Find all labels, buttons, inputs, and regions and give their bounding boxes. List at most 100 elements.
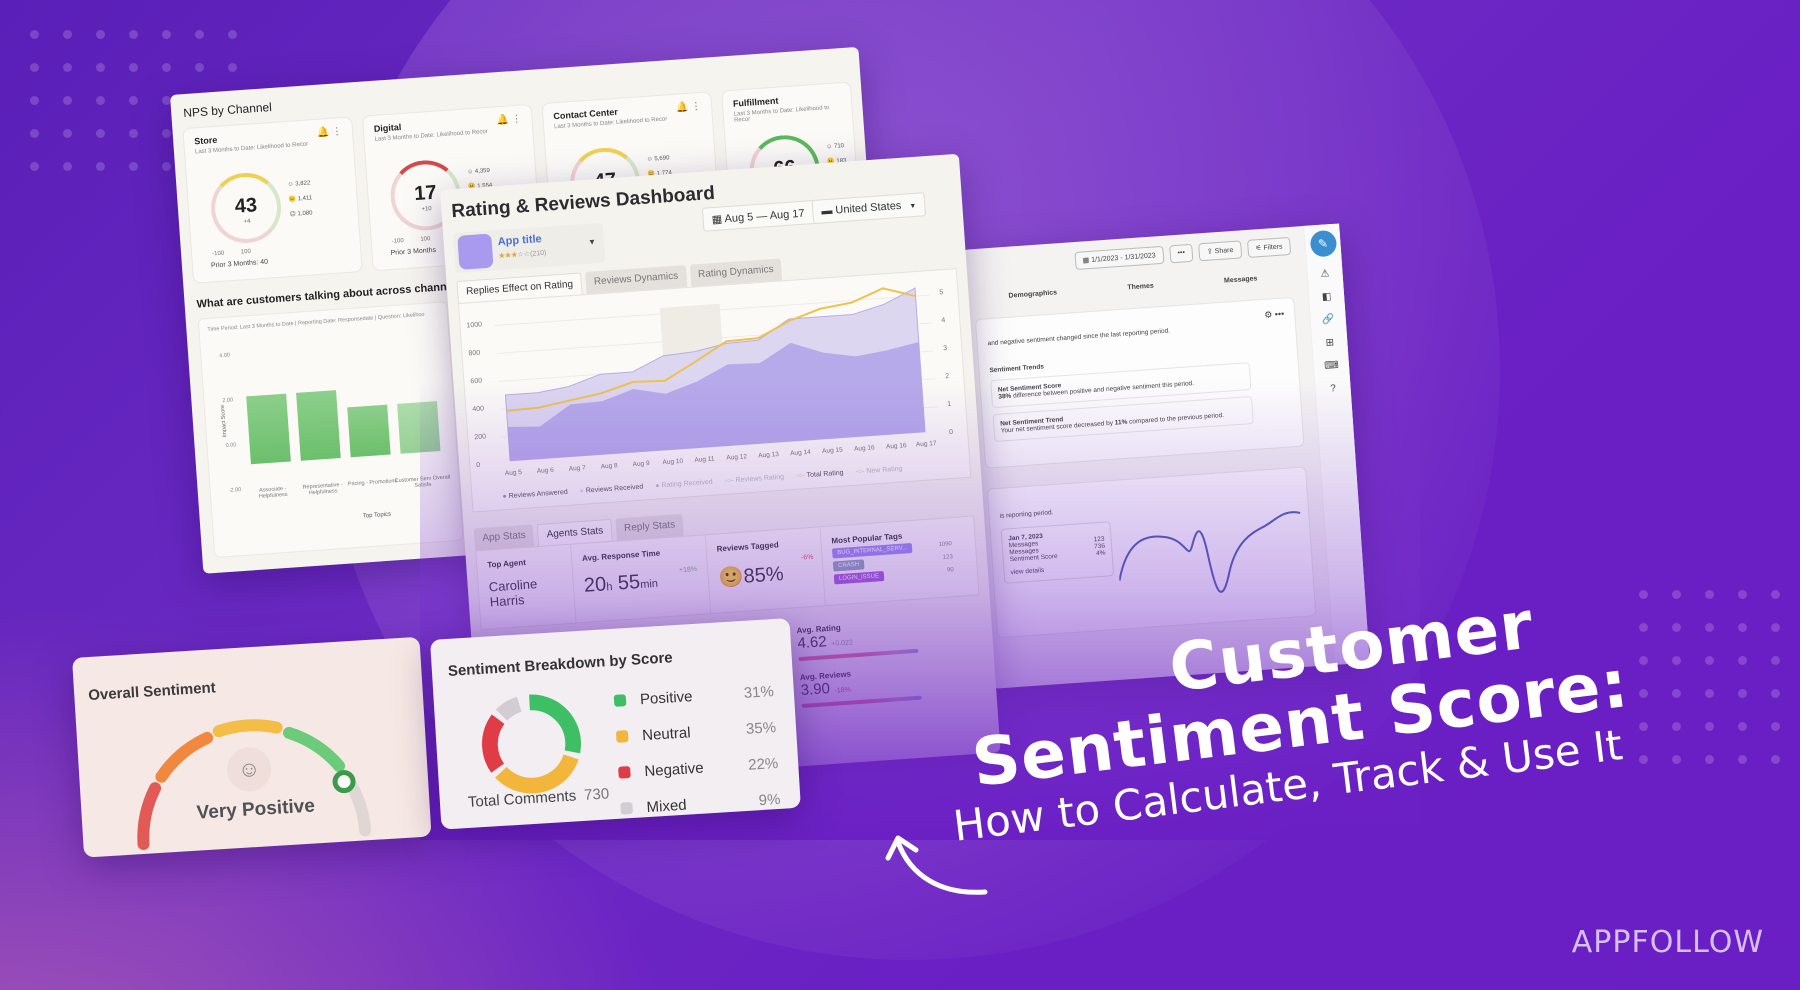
svg-text:1000: 1000 xyxy=(466,321,482,329)
chevron-down-icon: ▼ xyxy=(587,237,597,247)
add-icon[interactable]: ⊞ xyxy=(1325,337,1335,349)
happy-face-icon: ☺ xyxy=(466,169,474,176)
sad-face-icon: ☹ xyxy=(289,211,297,218)
warning-icon[interactable]: ⚠ xyxy=(1320,268,1330,280)
chart-tooltip: Jan 7, 2023 Messages 123 Messages 736 Sent… xyxy=(1000,521,1115,584)
gauge-range: -100 100 xyxy=(391,236,431,245)
bell-icon[interactable]: 🔔 ⋮ xyxy=(316,126,343,139)
filters-button[interactable]: ⚟ Filters xyxy=(1246,236,1292,258)
tag-chip[interactable]: CRASH xyxy=(832,559,865,572)
toolbar: ▦ 1/1/2023 - 1/31/2023 ••• ⇪ Share ⚟ Fil… xyxy=(1074,236,1292,271)
svg-text:Aug 8: Aug 8 xyxy=(600,462,618,470)
edit-icon[interactable]: ✎ xyxy=(1309,229,1337,258)
curved-arrow-icon xyxy=(885,835,988,895)
svg-text:Aug 5: Aug 5 xyxy=(505,469,523,477)
svg-text:1: 1 xyxy=(947,401,951,408)
sentiment-trends-card: ⚙ ••• and negative sentiment changed sin… xyxy=(974,296,1305,469)
chevron-down-icon: ▼ xyxy=(909,202,917,211)
svg-text:2: 2 xyxy=(945,373,949,380)
svg-text:600: 600 xyxy=(470,378,482,386)
x-tick: Representative - Helpfulness xyxy=(302,481,343,497)
sentiment-line-chart xyxy=(1118,511,1301,593)
replies-effect-chart: 0 200 400 600 800 1000 0 1 2 3 4 5 Aug 5 Aug 6 Aug 7… xyxy=(457,268,972,513)
svg-text:3: 3 xyxy=(943,345,947,352)
svg-text:Aug 13: Aug 13 xyxy=(758,451,779,459)
chart-meta: Time Period: Last 3 Months to Date | Rep… xyxy=(207,311,425,333)
svg-text:5: 5 xyxy=(939,289,943,296)
comment-icon[interactable]: ◧ xyxy=(1321,291,1332,303)
svg-text:Aug 17: Aug 17 xyxy=(916,440,937,448)
y-tick: -2.00 xyxy=(228,486,242,494)
prior-period: Prior 3 Months xyxy=(390,246,437,257)
svg-text:200: 200 xyxy=(474,433,486,441)
help-icon[interactable]: ? xyxy=(1329,383,1337,395)
nps-gauge: 43 +4 xyxy=(208,170,284,246)
date-range-select[interactable]: ▦ Aug 5 — Aug 17▼ xyxy=(701,198,830,232)
app-selector[interactable]: App title ★★★☆☆(210) ▼ xyxy=(453,222,606,274)
smile-emoji-icon: 🙂 xyxy=(718,565,745,590)
legend-item[interactable]: ● Reviews Received xyxy=(579,483,644,495)
dashboard-title: Rating & Reviews Dashboard xyxy=(450,182,716,223)
svg-text:Aug 16: Aug 16 xyxy=(886,442,907,450)
x-tick: Customer Serv Overall Satisfa xyxy=(394,474,451,489)
legend-item[interactable]: -○- Reviews Rating xyxy=(724,473,785,485)
section-tabs: Demographics Themes Messages xyxy=(973,273,1293,302)
y-tick: 2.00 xyxy=(222,397,234,405)
app-rating: ★★★☆☆(210) xyxy=(498,249,547,261)
chart-bar[interactable] xyxy=(246,393,291,465)
chart-bar[interactable] xyxy=(397,401,441,454)
avg-rating-stats: Avg. Rating 4.62 +0.022 Avg. Reviews 3.9… xyxy=(796,617,934,746)
keyboard-icon[interactable]: ⌨ xyxy=(1323,359,1340,372)
more-button[interactable]: ••• xyxy=(1169,243,1194,264)
prior-period: Prior 3 Months: 40 xyxy=(210,258,269,270)
nps-card-store[interactable]: Store Last 3 Months to Date: Likelihood … xyxy=(182,116,363,284)
happy-face-icon: ☺ xyxy=(646,156,654,163)
tab-themes[interactable]: Themes xyxy=(1127,282,1155,292)
legend-item[interactable]: ● Rating Received xyxy=(655,478,713,490)
svg-text:Aug 9: Aug 9 xyxy=(632,460,650,468)
sentiment-donut-chart xyxy=(482,694,582,794)
overall-sentiment-card: Overall Sentiment ☺ Very Positive xyxy=(72,636,432,858)
svg-text:Aug 12: Aug 12 xyxy=(726,453,747,461)
tab-messages[interactable]: Messages xyxy=(1223,275,1258,285)
chart-bar[interactable] xyxy=(296,390,341,461)
svg-text:Aug 6: Aug 6 xyxy=(537,467,555,475)
view-details-link[interactable]: view details xyxy=(1010,566,1045,577)
legend-item[interactable]: -○- Total Rating xyxy=(795,469,844,480)
happy-face-icon: ☺ xyxy=(826,143,833,151)
calendar-icon: ▦ xyxy=(1082,257,1090,265)
calendar-icon: ▦ xyxy=(711,213,723,227)
sentiment-chart-card: is reporting period. Jan 7, 2023 Message… xyxy=(986,466,1317,639)
breakdown-legend: Positive 31% Neutral 35% Negative 22% Mixed… xyxy=(613,673,781,826)
link-icon[interactable]: 🔗 xyxy=(1321,314,1335,326)
gauge-range: -100 100 xyxy=(212,248,252,258)
date-range-button[interactable]: ▦ 1/1/2023 - 1/31/2023 xyxy=(1074,245,1165,271)
x-axis-title: Top Topics xyxy=(362,511,392,520)
y-axis-label: Impact Score xyxy=(219,404,229,438)
nps-breakdown: ☺ 3,822 😐 1,411 ☹ 1,080 xyxy=(287,180,313,218)
x-tick: Associate - Helpfulness xyxy=(258,485,288,500)
tab-demographics[interactable]: Demographics xyxy=(1008,289,1058,300)
tag-chip[interactable]: LOGIN_ISSUE xyxy=(833,570,885,585)
svg-text:Aug 15: Aug 15 xyxy=(822,447,843,455)
neutral-face-icon: 😐 xyxy=(288,196,297,203)
svg-text:800: 800 xyxy=(468,350,480,358)
sentiment-gauge xyxy=(137,719,372,850)
legend-item[interactable]: ● Reviews Answered xyxy=(502,488,568,501)
svg-text:Aug 14: Aug 14 xyxy=(790,449,811,457)
country-select[interactable]: ▬ United States ▼ xyxy=(811,192,927,225)
top-agent-name: Caroline Harris xyxy=(488,576,538,610)
brand-logo: APPFOLLOW xyxy=(1571,925,1764,960)
x-tick: Pricing - Promotions xyxy=(347,478,398,488)
share-icon: ⇪ xyxy=(1206,248,1214,256)
svg-text:400: 400 xyxy=(472,405,484,413)
chart-bar[interactable] xyxy=(347,404,391,458)
legend-item[interactable]: -○- New Rating xyxy=(855,465,903,476)
card-title: Sentiment Breakdown by Score xyxy=(447,649,674,680)
share-button[interactable]: ⇪ Share xyxy=(1198,240,1242,262)
bell-icon[interactable]: 🔔 ⋮ xyxy=(495,113,522,127)
svg-text:0: 0 xyxy=(476,462,480,469)
bell-icon[interactable]: 🔔 ⋮ xyxy=(675,100,702,114)
y-tick: 0.00 xyxy=(225,442,237,449)
area-chart: 0 200 400 600 800 1000 0 1 2 3 4 5 Aug 5 Aug 6 Aug 7… xyxy=(466,287,953,477)
